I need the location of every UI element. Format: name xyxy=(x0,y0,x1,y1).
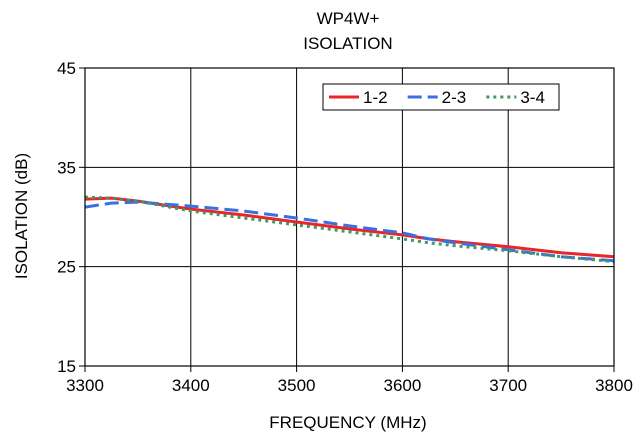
ticks: 3300 3400 3500 3600 3700 3800 15 25 35 45 xyxy=(57,59,633,395)
legend-label-2-3: 2-3 xyxy=(442,88,467,107)
y-tick-label: 15 xyxy=(57,357,76,376)
series-layer xyxy=(84,195,615,264)
x-tick-label: 3300 xyxy=(66,376,104,395)
y-axis-label: ISOLATION (dB) xyxy=(12,153,31,279)
y-tick-label: 35 xyxy=(57,158,76,177)
x-tick-label: 3500 xyxy=(278,376,316,395)
legend-box xyxy=(322,83,560,111)
y-tick-label: 45 xyxy=(57,59,76,78)
grid xyxy=(84,67,615,367)
legend: 1-2 2-3 3-4 xyxy=(322,83,560,111)
x-axis-label: FREQUENCY (MHz) xyxy=(269,413,426,432)
series-line-3-4 xyxy=(84,195,615,264)
chart-subtitle: ISOLATION xyxy=(303,34,392,53)
legend-label-1-2: 1-2 xyxy=(363,88,388,107)
plot-frame xyxy=(84,67,615,367)
x-tick-label: 3800 xyxy=(595,376,633,395)
x-tick-label: 3700 xyxy=(489,376,527,395)
x-tick-label: 3600 xyxy=(383,376,421,395)
legend-label-3-4: 3-4 xyxy=(520,88,545,107)
y-tick-label: 25 xyxy=(57,258,76,277)
x-tick-label: 3400 xyxy=(172,376,210,395)
chart-title: WP4W+ xyxy=(317,9,380,28)
